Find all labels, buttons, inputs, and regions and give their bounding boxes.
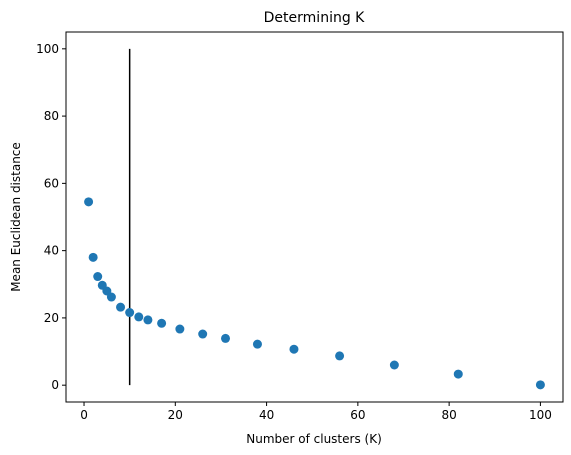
axes-frame: [65, 31, 564, 403]
y-tick-label: 0: [51, 378, 59, 392]
y-tick-label: 60: [44, 176, 59, 190]
y-tick-label: 40: [44, 244, 59, 258]
point: [175, 324, 185, 334]
chart-title: Determining K: [264, 10, 366, 26]
point: [134, 312, 144, 322]
point: [289, 344, 299, 354]
point: [221, 333, 231, 343]
point: [335, 351, 345, 361]
point: [535, 380, 545, 390]
x-tick-label: 80: [441, 408, 456, 422]
x-tick-label: 0: [80, 408, 88, 422]
point: [84, 197, 94, 207]
y-tick-label: 80: [44, 109, 59, 123]
point: [106, 292, 116, 302]
y-axis-label: Mean Euclidean distance: [9, 142, 23, 292]
x-tick-label: 60: [350, 408, 365, 422]
x-axis-label: Number of clusters (K): [246, 432, 382, 446]
point: [389, 360, 399, 370]
point: [198, 329, 208, 339]
x-tick-label: 20: [168, 408, 183, 422]
y-tick-label: 20: [44, 311, 59, 325]
x-tick-label: 100: [529, 408, 552, 422]
point: [252, 339, 262, 349]
point: [88, 252, 98, 262]
point: [453, 369, 463, 379]
y-tick-label: 100: [36, 42, 59, 56]
point: [143, 315, 153, 325]
point: [93, 272, 103, 282]
x-tick-label: 40: [259, 408, 274, 422]
point: [157, 318, 167, 328]
point: [125, 308, 135, 318]
point: [116, 302, 126, 312]
